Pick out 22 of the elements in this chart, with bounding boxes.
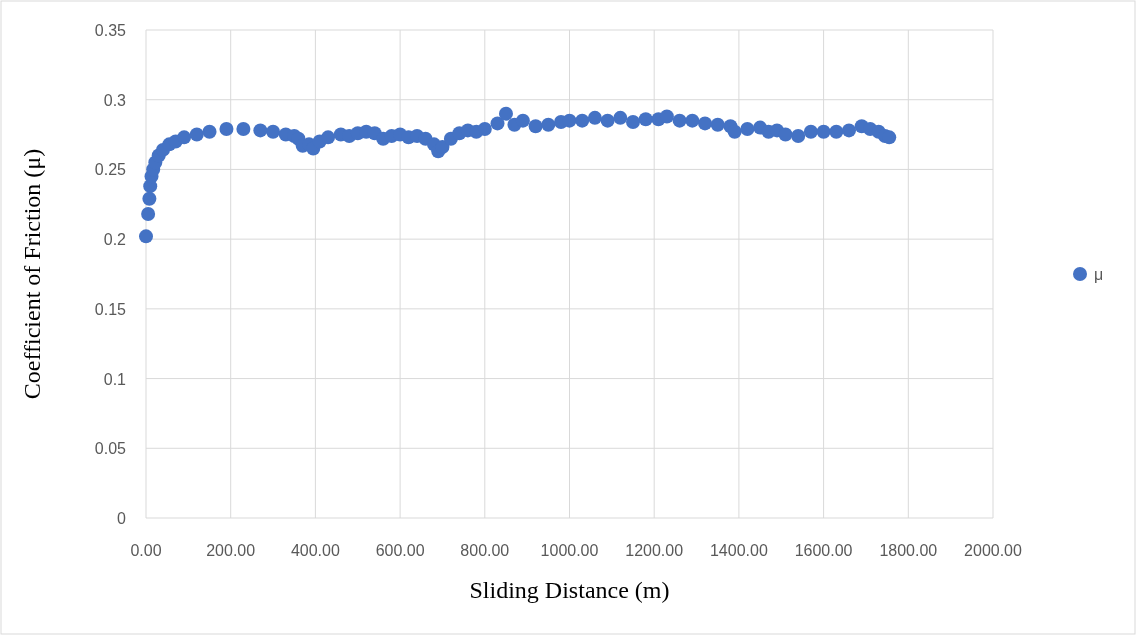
y-axis-title: Coefficient of Friction (μ) xyxy=(19,148,45,400)
x-tick-label: 1400.00 xyxy=(709,542,768,559)
x-tick-label: 600.00 xyxy=(375,542,425,559)
x-tick-label: 1000.00 xyxy=(540,542,599,559)
y-tick-label: 0.1 xyxy=(103,370,127,388)
x-tick-label: 800.00 xyxy=(460,542,510,559)
x-tick-label: 2000.00 xyxy=(964,542,1023,559)
legend-label: μ xyxy=(1094,266,1104,283)
x-axis-title: Sliding Distance (m) xyxy=(469,577,670,603)
x-tick-label: 200.00 xyxy=(206,542,256,559)
y-tick-label: 0.15 xyxy=(94,300,127,318)
x-tick-label: 1600.00 xyxy=(794,542,853,559)
y-tick-label: 0.05 xyxy=(94,440,127,458)
y-tick-label: 0 xyxy=(117,510,127,527)
x-tick-label: 1200.00 xyxy=(625,542,684,559)
y-tick-label: 0.2 xyxy=(103,231,127,249)
y-tick-label: 0.25 xyxy=(94,161,127,179)
y-tick-label: 0.35 xyxy=(94,22,127,39)
x-tick-label: 1800.00 xyxy=(879,542,938,559)
x-tick-label: 0.00 xyxy=(130,542,162,559)
y-tick-label: 0.3 xyxy=(103,91,127,109)
x-tick-label: 400.00 xyxy=(290,542,340,559)
